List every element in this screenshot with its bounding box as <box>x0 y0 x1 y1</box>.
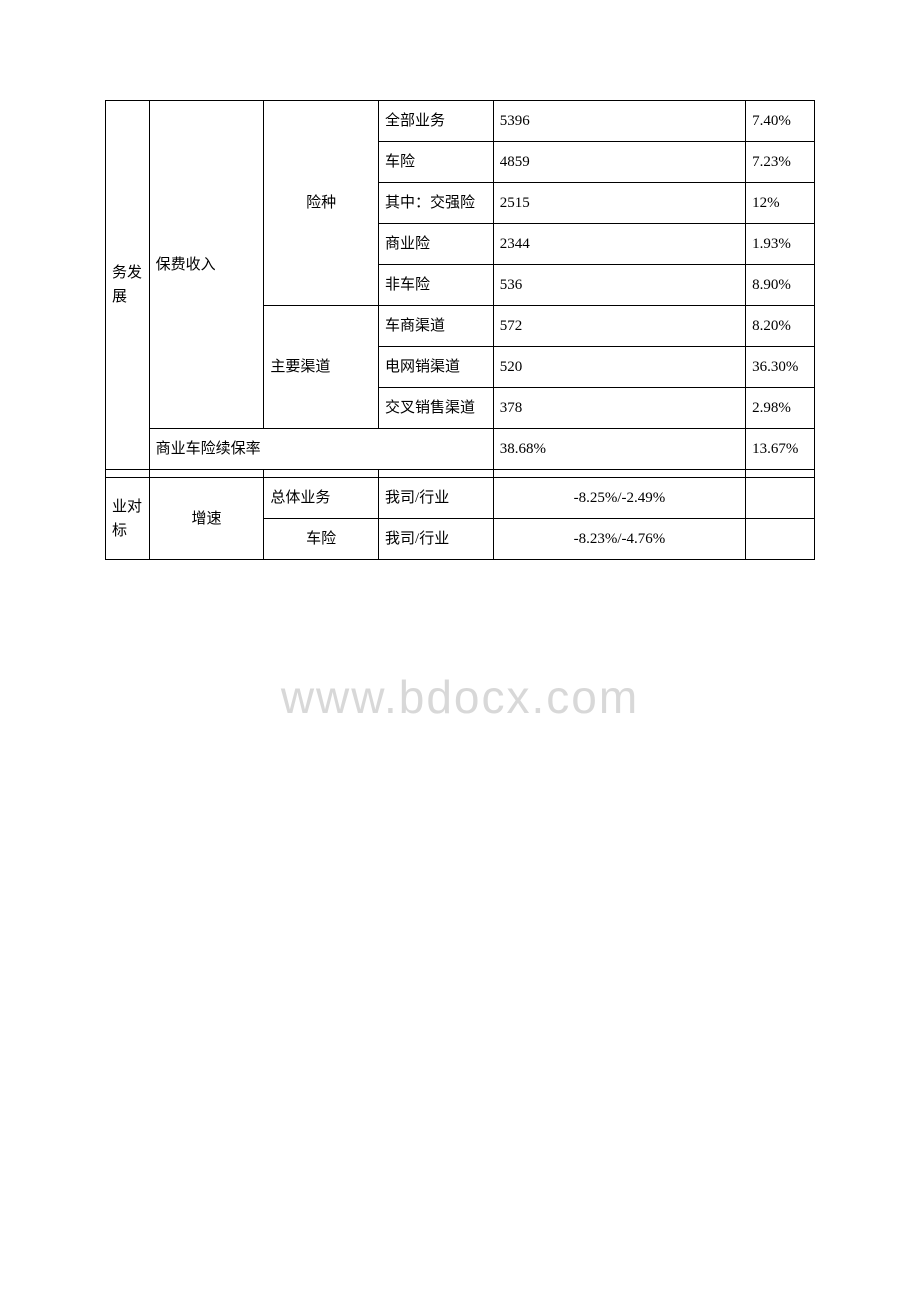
pct-cell: 8.20% <box>746 306 815 347</box>
group-cell: 保费收入 <box>149 101 264 429</box>
cell-text: 5396 <box>500 113 530 129</box>
cell-text: 非车险 <box>385 277 430 293</box>
cell-text: 主要渠道 <box>270 359 330 375</box>
pct-cell: 12% <box>746 183 815 224</box>
value-cell: 2515 <box>493 183 745 224</box>
cell-text: 378 <box>500 400 523 416</box>
value-cell: 4859 <box>493 142 745 183</box>
subgroup-cell: 险种 <box>264 101 379 306</box>
pct-cell: 2.98% <box>746 388 815 429</box>
table-row: 业对标 增速 总体业务 我司/行业 -8.25%/-2.49% <box>106 478 815 519</box>
label-cell: 车险 <box>379 142 494 183</box>
subgroup-cell: 主要渠道 <box>264 306 379 429</box>
value-cell: 2344 <box>493 224 745 265</box>
cell-text: 总体业务 <box>270 490 330 506</box>
label-cell: 交叉销售渠道 <box>379 388 494 429</box>
cell-text: 交叉销售渠道 <box>385 400 475 416</box>
label-cell: 车商渠道 <box>379 306 494 347</box>
pct-cell: 8.90% <box>746 265 815 306</box>
cell-text: 电网销渠道 <box>385 359 460 375</box>
spacer-cell <box>149 470 264 478</box>
cell-text: 商业车险续保率 <box>156 441 261 457</box>
value-cell: -8.25%/-2.49% <box>493 478 745 519</box>
pct-cell <box>746 519 815 560</box>
label-cell: 我司/行业 <box>379 478 494 519</box>
value-cell: -8.23%/-4.76% <box>493 519 745 560</box>
cell-text: 2344 <box>500 236 530 252</box>
category-cell: 务发展 <box>106 101 150 470</box>
watermark: www.bdocx.com <box>281 670 639 724</box>
pct-cell: 7.23% <box>746 142 815 183</box>
spacer-cell <box>264 470 379 478</box>
category-cell: 业对标 <box>106 478 150 560</box>
cell-text: 商业险 <box>385 236 430 252</box>
spacer-cell <box>379 470 494 478</box>
cell-text: 车险 <box>385 154 415 170</box>
label-cell: 全部业务 <box>379 101 494 142</box>
cell-text: 其中：交强险 <box>385 195 475 211</box>
spacer-cell <box>106 470 150 478</box>
spacer-cell <box>493 470 745 478</box>
pct-cell: 7.40% <box>746 101 815 142</box>
cell-text: 38.68% <box>500 441 546 457</box>
spacer-row <box>106 470 815 478</box>
cell-text: 车商渠道 <box>385 318 445 334</box>
value-cell: 38.68% <box>493 429 745 470</box>
value-cell: 5396 <box>493 101 745 142</box>
subgroup-cell: 车险 <box>264 519 379 560</box>
label-cell: 其中：交强险 <box>379 183 494 224</box>
value-cell: 378 <box>493 388 745 429</box>
pct-cell: 36.30% <box>746 347 815 388</box>
pct-cell: 1.93% <box>746 224 815 265</box>
cell-text: 4859 <box>500 154 530 170</box>
table-content: 务发展 保费收入 险种 全部业务 5396 7.40% 车险 4859 7.23… <box>105 100 815 560</box>
renewal-label-cell: 商业车险续保率 <box>149 429 493 470</box>
cell-text: 我司/行业 <box>385 490 449 506</box>
cell-text: 保费收入 <box>156 257 216 273</box>
group-cell: 增速 <box>149 478 264 560</box>
cell-text: 我司/行业 <box>385 531 449 547</box>
pct-cell <box>746 478 815 519</box>
value-cell: 536 <box>493 265 745 306</box>
spacer-cell <box>746 470 815 478</box>
cell-text: 536 <box>500 277 523 293</box>
cell-text: 520 <box>500 359 523 375</box>
label-cell: 我司/行业 <box>379 519 494 560</box>
cell-text: 全部业务 <box>385 113 445 129</box>
cell-text: 2515 <box>500 195 530 211</box>
label-cell: 非车险 <box>379 265 494 306</box>
value-cell: 572 <box>493 306 745 347</box>
label-cell: 商业险 <box>379 224 494 265</box>
subgroup-cell: 总体业务 <box>264 478 379 519</box>
table-row: 商业车险续保率 38.68% 13.67% <box>106 429 815 470</box>
label-cell: 电网销渠道 <box>379 347 494 388</box>
main-table: 务发展 保费收入 险种 全部业务 5396 7.40% 车险 4859 7.23… <box>105 100 815 560</box>
value-cell: 520 <box>493 347 745 388</box>
cell-text: 572 <box>500 318 523 334</box>
pct-cell: 13.67% <box>746 429 815 470</box>
table-row: 务发展 保费收入 险种 全部业务 5396 7.40% <box>106 101 815 142</box>
